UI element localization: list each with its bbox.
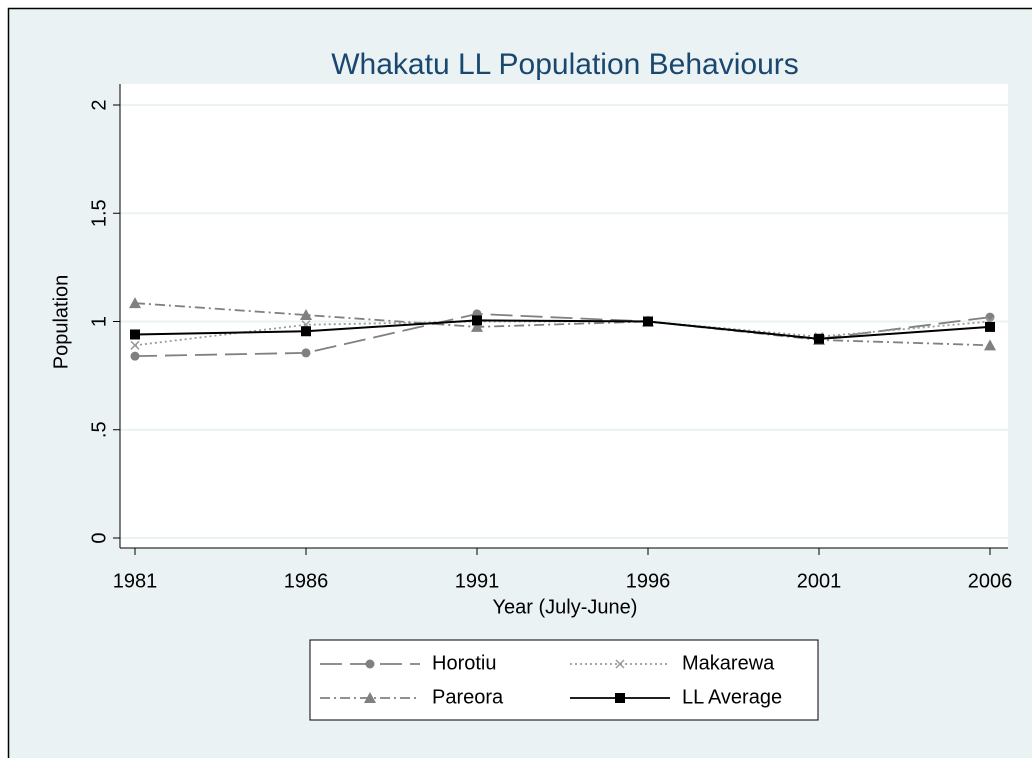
marker bbox=[300, 309, 312, 321]
marker bbox=[985, 321, 995, 332]
legend bbox=[309, 639, 819, 721]
x-tick-label: 1996 bbox=[626, 570, 671, 592]
series-line bbox=[134, 319, 991, 340]
y-tick-label: 1 bbox=[88, 316, 110, 327]
x-tick-label: 2006 bbox=[968, 570, 1013, 592]
y-axis-title: Population bbox=[50, 275, 72, 370]
series-line bbox=[134, 313, 991, 358]
x-tick-label: 1986 bbox=[284, 570, 329, 592]
marker bbox=[301, 348, 311, 358]
marker bbox=[615, 693, 625, 703]
marker bbox=[364, 692, 376, 703]
x-axis-title: Year (July-June) bbox=[493, 596, 638, 618]
series-line bbox=[134, 302, 991, 347]
x-tick-label: 2001 bbox=[797, 570, 842, 592]
y-tick-label: 2 bbox=[88, 99, 110, 110]
marker bbox=[985, 312, 995, 322]
y-tick-label: 0 bbox=[88, 532, 110, 543]
marker bbox=[365, 659, 375, 669]
plot-area bbox=[120, 84, 1008, 548]
marker bbox=[615, 659, 625, 669]
marker bbox=[472, 315, 482, 326]
marker bbox=[301, 326, 311, 337]
marker bbox=[130, 340, 140, 350]
marker bbox=[130, 329, 140, 340]
marker bbox=[643, 316, 653, 327]
legend-label: Pareora bbox=[432, 686, 504, 708]
y-tick-label: .5 bbox=[88, 421, 110, 438]
marker bbox=[814, 333, 824, 344]
marker bbox=[984, 339, 996, 351]
chart-title: Whakatu LL Population Behaviours bbox=[331, 48, 799, 81]
x-tick-label: 1981 bbox=[113, 570, 158, 592]
marker bbox=[129, 297, 141, 309]
marker bbox=[471, 320, 483, 332]
x-tick-label: 1991 bbox=[455, 570, 500, 592]
y-tick-label: 1.5 bbox=[88, 199, 110, 227]
legend-label: Horotiu bbox=[432, 652, 496, 674]
marker bbox=[130, 351, 140, 361]
legend-label: LL Average bbox=[682, 686, 782, 708]
legend-label: Makarewa bbox=[682, 652, 775, 674]
